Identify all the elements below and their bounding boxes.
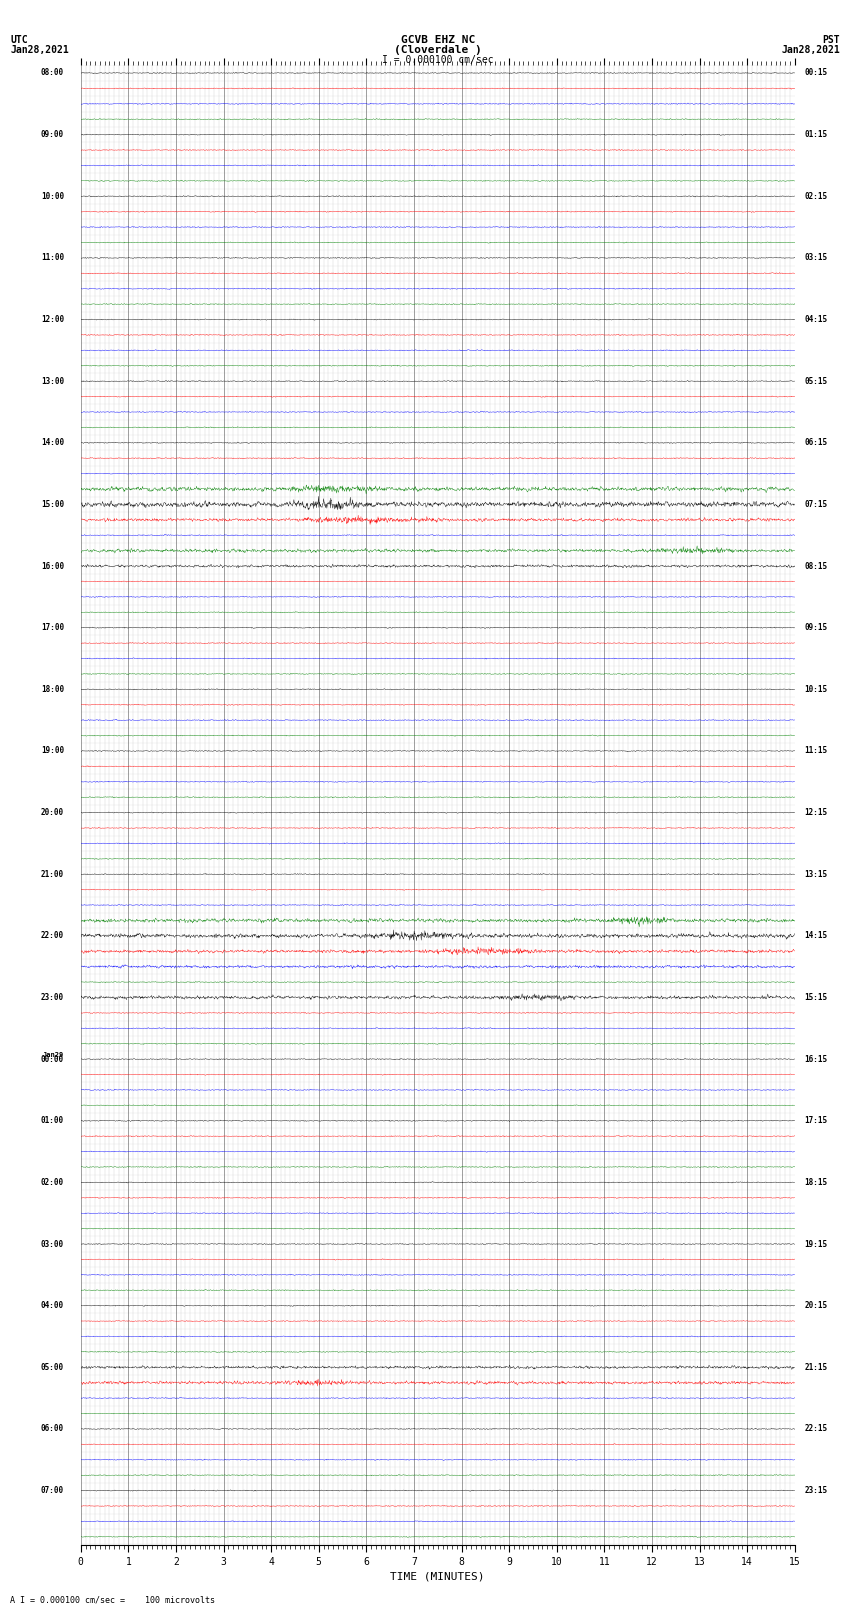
Text: 11:15: 11:15: [804, 747, 827, 755]
Text: 22:15: 22:15: [804, 1424, 827, 1434]
Text: 06:00: 06:00: [41, 1424, 64, 1434]
Text: 12:00: 12:00: [41, 315, 64, 324]
Text: 17:15: 17:15: [804, 1116, 827, 1126]
Text: 08:00: 08:00: [41, 68, 64, 77]
Text: 12:15: 12:15: [804, 808, 827, 818]
Text: 05:00: 05:00: [41, 1363, 64, 1371]
Text: 18:15: 18:15: [804, 1177, 827, 1187]
Text: 13:00: 13:00: [41, 377, 64, 386]
Text: 21:00: 21:00: [41, 869, 64, 879]
Text: 20:00: 20:00: [41, 808, 64, 818]
Text: GCVB EHZ NC: GCVB EHZ NC: [400, 35, 475, 45]
Text: 17:00: 17:00: [41, 623, 64, 632]
Text: 07:15: 07:15: [804, 500, 827, 510]
Text: PST: PST: [822, 35, 840, 45]
Text: 03:00: 03:00: [41, 1239, 64, 1248]
Text: 14:00: 14:00: [41, 439, 64, 447]
Text: 05:15: 05:15: [804, 377, 827, 386]
Text: 10:00: 10:00: [41, 192, 64, 200]
Text: 01:15: 01:15: [804, 131, 827, 139]
Text: 06:15: 06:15: [804, 439, 827, 447]
Text: 09:00: 09:00: [41, 131, 64, 139]
Text: Jan28,2021: Jan28,2021: [781, 45, 840, 55]
Text: (Cloverdale ): (Cloverdale ): [394, 45, 482, 55]
Text: 18:00: 18:00: [41, 686, 64, 694]
Text: 08:15: 08:15: [804, 561, 827, 571]
Text: I = 0.000100 cm/sec: I = 0.000100 cm/sec: [382, 55, 494, 65]
Text: 00:15: 00:15: [804, 68, 827, 77]
Text: 16:00: 16:00: [41, 561, 64, 571]
Text: 15:00: 15:00: [41, 500, 64, 510]
Text: Jan29: Jan29: [42, 1052, 64, 1058]
Text: 23:15: 23:15: [804, 1486, 827, 1495]
Text: 09:15: 09:15: [804, 623, 827, 632]
X-axis label: TIME (MINUTES): TIME (MINUTES): [390, 1571, 485, 1581]
Text: 20:15: 20:15: [804, 1302, 827, 1310]
Text: 15:15: 15:15: [804, 994, 827, 1002]
Text: 07:00: 07:00: [41, 1486, 64, 1495]
Text: 02:00: 02:00: [41, 1177, 64, 1187]
Text: 03:15: 03:15: [804, 253, 827, 263]
Text: 11:00: 11:00: [41, 253, 64, 263]
Text: 04:00: 04:00: [41, 1302, 64, 1310]
Text: 14:15: 14:15: [804, 931, 827, 940]
Text: UTC: UTC: [10, 35, 28, 45]
Text: 04:15: 04:15: [804, 315, 827, 324]
Text: 00:00: 00:00: [41, 1055, 64, 1063]
Text: 02:15: 02:15: [804, 192, 827, 200]
Text: 21:15: 21:15: [804, 1363, 827, 1371]
Text: 10:15: 10:15: [804, 686, 827, 694]
Text: 01:00: 01:00: [41, 1116, 64, 1126]
Text: A I = 0.000100 cm/sec =    100 microvolts: A I = 0.000100 cm/sec = 100 microvolts: [10, 1595, 215, 1605]
Text: Jan28,2021: Jan28,2021: [10, 45, 69, 55]
Text: 16:15: 16:15: [804, 1055, 827, 1063]
Text: 19:00: 19:00: [41, 747, 64, 755]
Text: 23:00: 23:00: [41, 994, 64, 1002]
Text: 13:15: 13:15: [804, 869, 827, 879]
Text: 19:15: 19:15: [804, 1239, 827, 1248]
Text: 22:00: 22:00: [41, 931, 64, 940]
